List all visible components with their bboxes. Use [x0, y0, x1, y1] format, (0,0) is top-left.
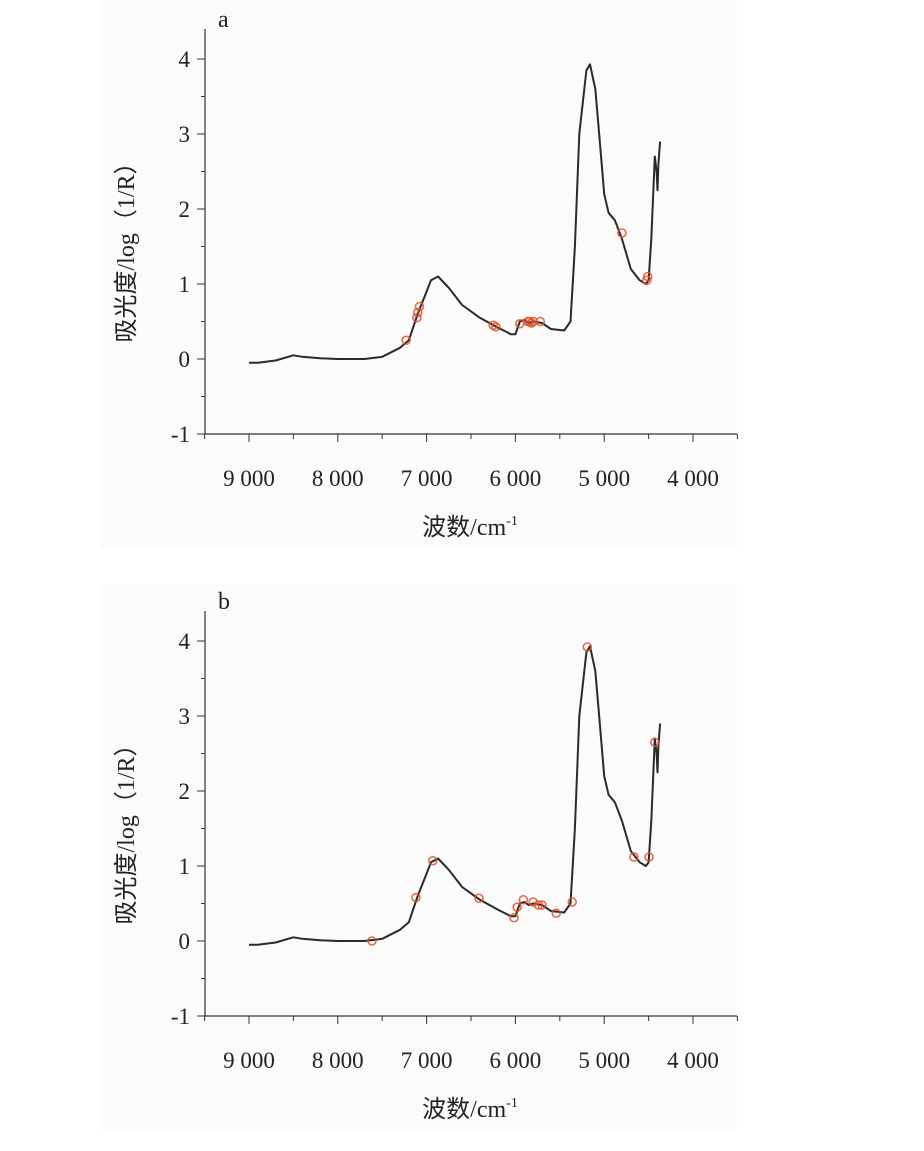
- selected-point-marker: [644, 852, 654, 862]
- x-tick-label: 6 000: [490, 466, 542, 491]
- y-axis-label: 吸光度/log（1/R）: [113, 732, 140, 924]
- x-tick-label: 4 000: [667, 1048, 719, 1073]
- selected-point-marker: [642, 275, 652, 286]
- selected-point-marker: [491, 321, 501, 332]
- x-tick-label: 9 000: [223, 466, 275, 491]
- selected-point-marker: [512, 902, 522, 913]
- y-tick-label: 4: [179, 629, 191, 654]
- panel-background: [100, 0, 737, 548]
- selected-point-marker: [411, 892, 421, 903]
- x-tick-label: 6 000: [490, 1048, 542, 1073]
- x-axis-label: 波数/cm-1: [422, 514, 518, 541]
- x-axis-label-superscript: -1: [506, 514, 518, 529]
- selected-point-marker: [567, 897, 578, 907]
- panel-b: -1 0 1 2 3 4 9 000 8 000 7 000 6 000 5 000 4 000 波数/…: [100, 585, 738, 1130]
- x-tick-label: 4 000: [667, 466, 719, 491]
- selected-point-marker: [414, 301, 425, 312]
- selected-point-marker: [533, 900, 544, 910]
- panel-label: a: [218, 7, 229, 33]
- selected-point-marker: [650, 737, 660, 748]
- y-tick-label: 3: [179, 122, 191, 147]
- y-axis-label: 吸光度/log（1/R）: [113, 150, 140, 342]
- selected-point-marker: [474, 893, 484, 904]
- selected-point-marker: [551, 908, 562, 919]
- y-tick-label: -1: [171, 1004, 190, 1029]
- y-tick-label: 2: [179, 197, 191, 222]
- selected-point-marker: [528, 897, 538, 907]
- y-tick-label: -1: [171, 422, 190, 447]
- selected-point-marker: [537, 900, 547, 910]
- y-tick-label: 1: [179, 854, 191, 879]
- y-tick-label: 4: [179, 47, 191, 72]
- selected-point-marker: [642, 271, 653, 282]
- y-tick-label: 3: [179, 704, 191, 729]
- panel-background: [100, 585, 737, 1130]
- selected-point-marker: [518, 894, 529, 905]
- y-tick-label: 1: [179, 272, 191, 297]
- selected-point-marker: [535, 316, 546, 327]
- x-axis-label-text: 波数/cm: [422, 1096, 506, 1123]
- x-tick-label: 8 000: [312, 466, 364, 491]
- x-tick-label: 7 000: [401, 466, 453, 491]
- x-tick-label: 5 000: [578, 1048, 630, 1073]
- x-axis-label-text: 波数/cm: [422, 514, 506, 541]
- x-tick-label: 7 000: [401, 1048, 453, 1073]
- panel-a: -1 0 1 2 3 4 9 000 8 000 7 000 6 000 5 000 4 000 波数/…: [100, 0, 738, 548]
- selected-point-marker: [509, 912, 519, 923]
- y-tick-label: 2: [179, 779, 191, 804]
- spectrum-line: [249, 645, 662, 946]
- selected-point-marker: [367, 936, 377, 946]
- x-axis-label-superscript: -1: [506, 1096, 518, 1111]
- selected-point-marker: [412, 312, 422, 323]
- x-tick-label: 8 000: [312, 1048, 364, 1073]
- x-axis-label: 波数/cm-1: [422, 1096, 518, 1123]
- selected-point-marker: [582, 642, 593, 652]
- x-tick-label: 9 000: [223, 1048, 275, 1073]
- selected-point-marker: [412, 307, 423, 318]
- selected-point-marker: [617, 228, 627, 238]
- selected-point-marker: [528, 316, 538, 327]
- selected-point-marker: [524, 316, 535, 327]
- selected-point-marker: [629, 852, 639, 862]
- y-tick-label: 0: [179, 347, 191, 372]
- selected-point-marker: [526, 318, 537, 328]
- selected-point-marker: [401, 335, 411, 346]
- panel-label: b: [218, 589, 230, 615]
- selected-point-marker: [428, 855, 438, 866]
- y-tick-label: 0: [179, 929, 191, 954]
- x-tick-label: 5 000: [578, 466, 630, 491]
